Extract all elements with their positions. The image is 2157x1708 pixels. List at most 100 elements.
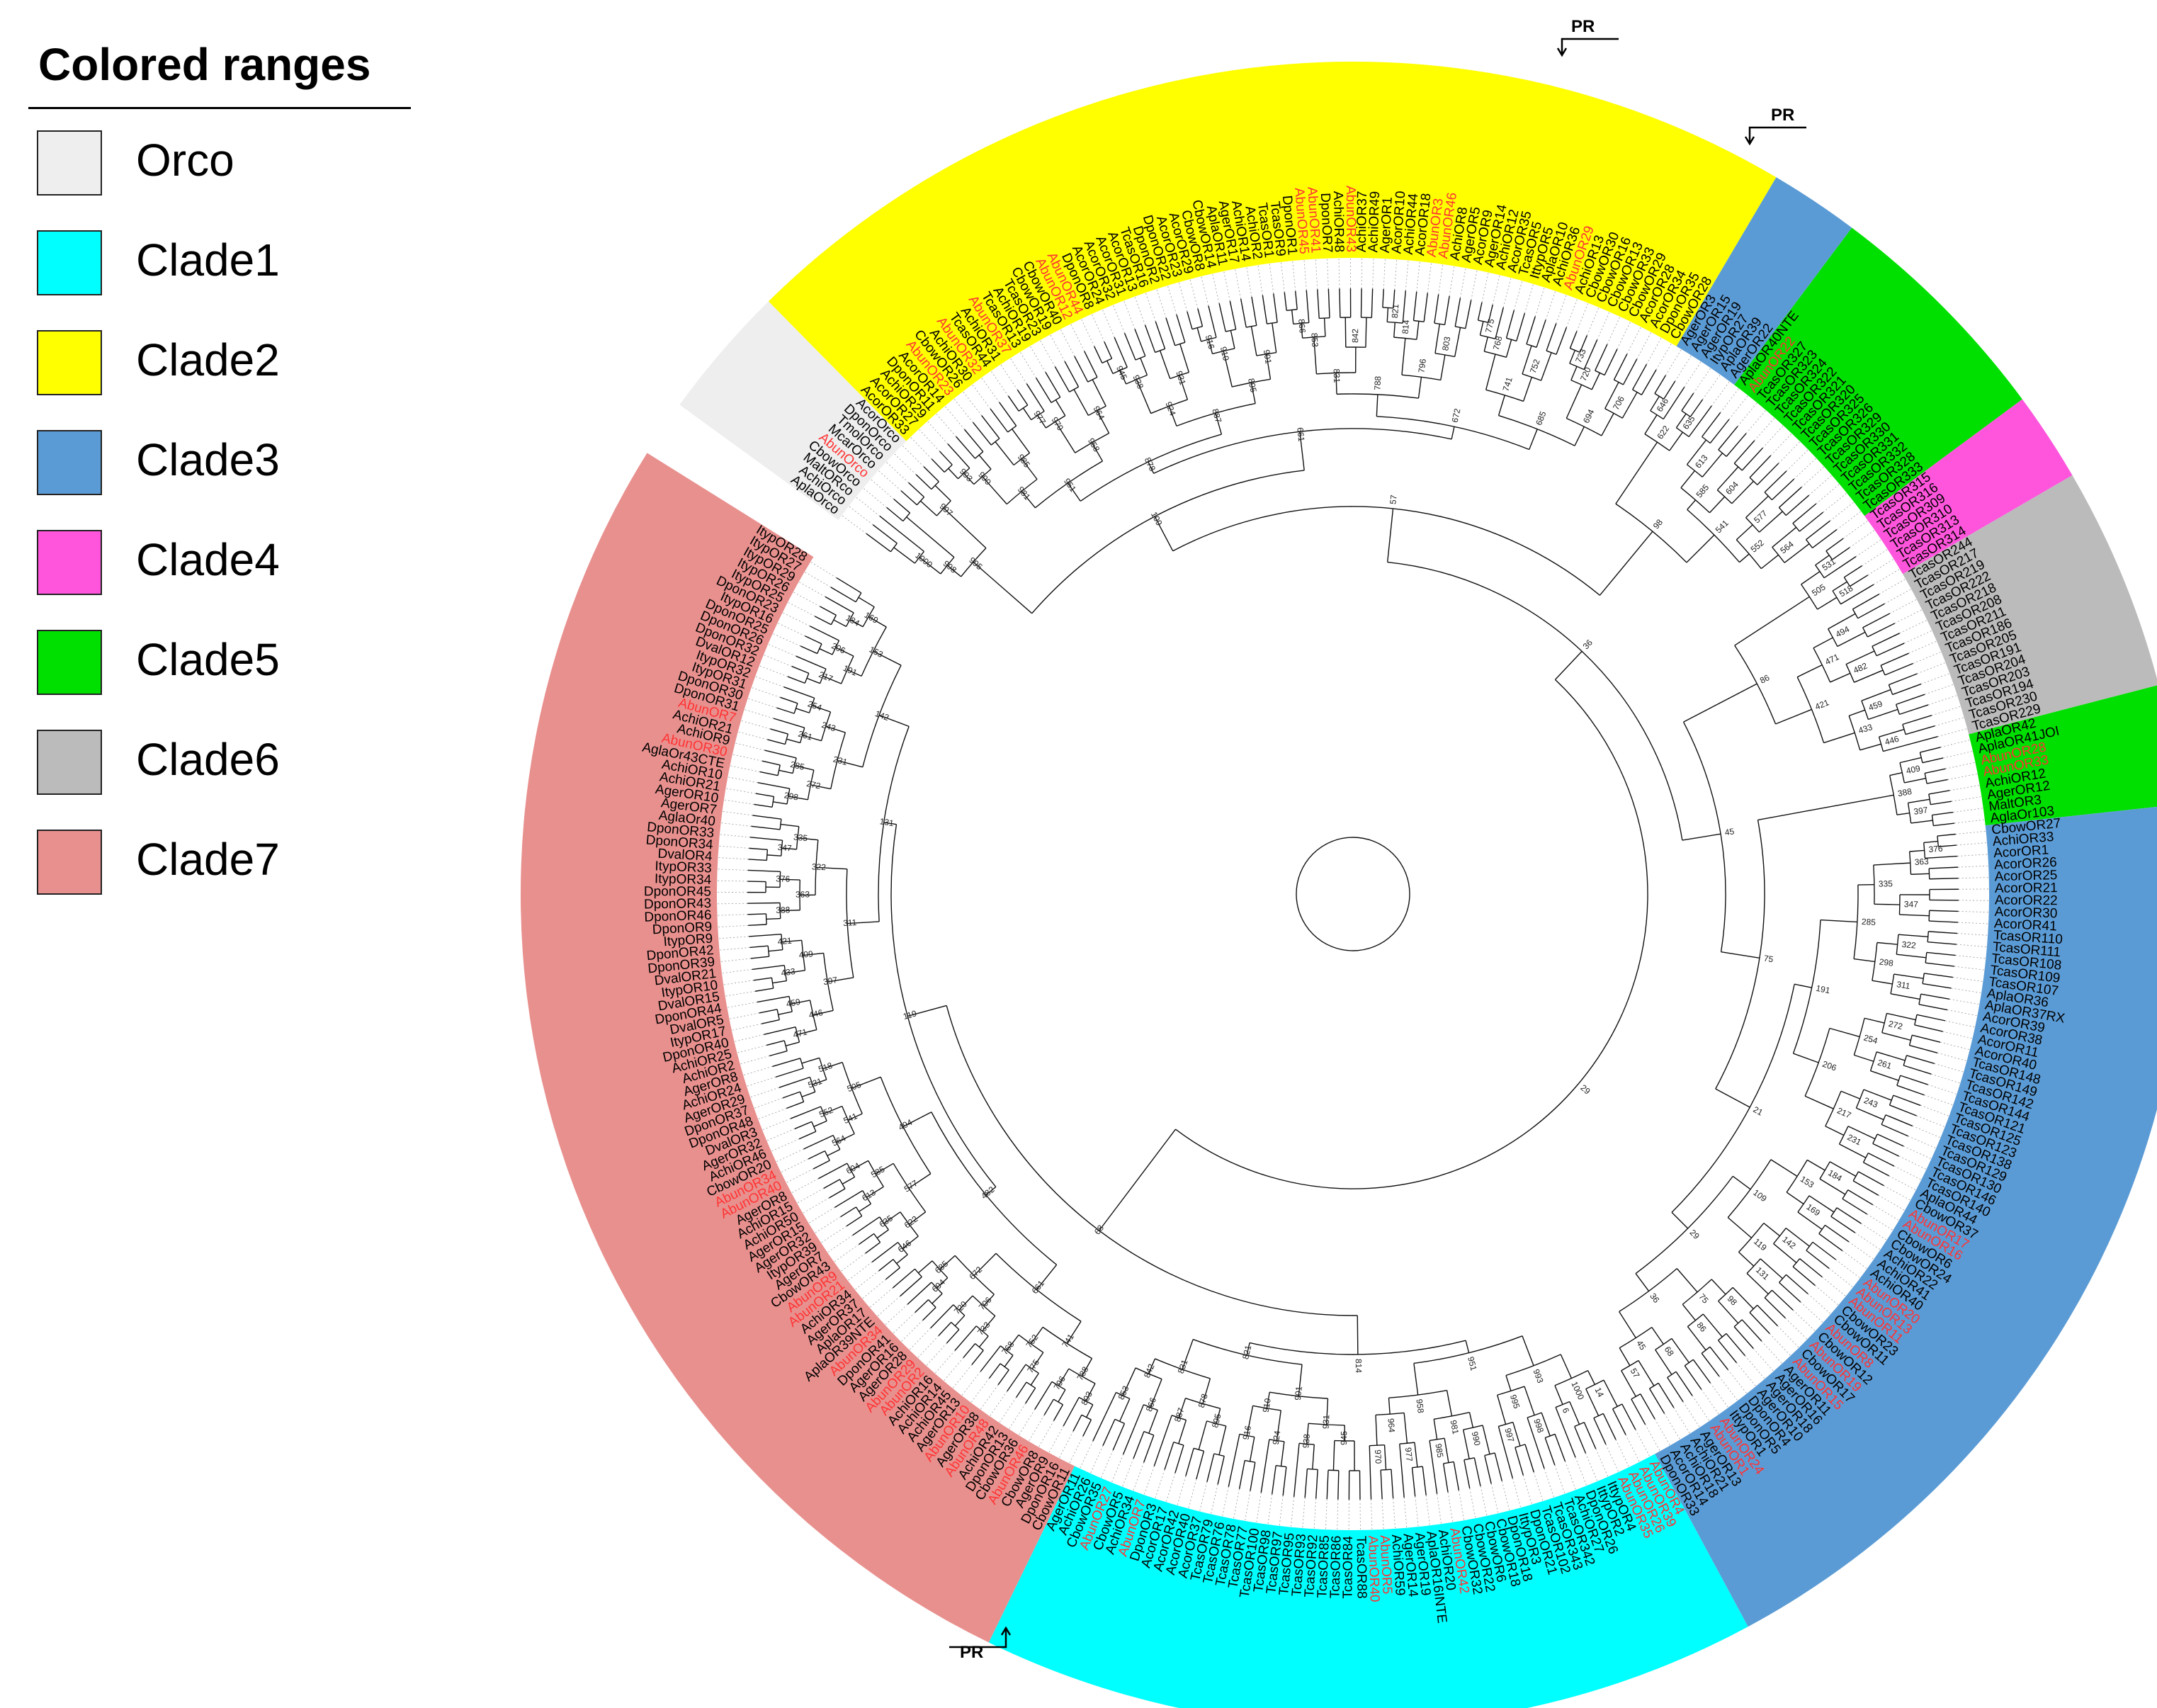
branch-arc [1031,470,1305,614]
clade-band-clade3 [1676,177,1852,385]
bootstrap-label: 541 [1714,518,1731,535]
branch-line [1102,1419,1116,1447]
branch-line [1638,1360,1655,1386]
branch-line [836,577,862,594]
leaf-leader [1394,259,1398,290]
branch-line [1579,335,1588,353]
branch-line [1106,360,1114,374]
leaf-leader [757,1108,787,1120]
branch-line [1840,584,1874,605]
branch-arc [1478,319,1489,324]
pr-label: PR [1771,106,1794,125]
bootstrap-label: 796 [1416,358,1428,373]
leaf-label: ItypOR34 [655,871,712,888]
leaf-leader [1155,1469,1165,1499]
branch-line [1812,528,1838,548]
bootstrap-label: 661 [1295,426,1306,442]
leaf-leader [1490,1483,1499,1514]
branch-line [1681,392,1694,412]
leaf-leader [1315,259,1318,290]
branch-line [1667,1377,1684,1403]
bootstrap-label: 685 [1534,409,1549,426]
branch-line [1411,1467,1416,1497]
branch-line [934,485,951,502]
branch-arc [1464,1457,1475,1461]
leaf-leader [1222,1486,1229,1517]
branch-line [1909,1044,1938,1053]
leaf-leader [1710,1383,1729,1408]
leaf-leader [893,453,917,475]
leaf-leader [1770,433,1792,456]
branch-arc [796,826,800,849]
branch-line [1867,623,1896,638]
branch-line [780,823,799,827]
branch-line [1082,1419,1092,1437]
bootstrap-label: 347 [1904,899,1919,909]
branch-line [859,1203,871,1212]
leaf-leader [1761,1340,1783,1364]
legend-label: Clade5 [136,634,280,686]
bootstrap-label: 931 [1321,1414,1332,1429]
branch-line [1251,296,1257,326]
leaf-leader [1830,502,1855,521]
branch-arc [873,1233,881,1243]
leaf-leader [827,1235,853,1253]
branch-arc [1566,417,1602,436]
branch-line [810,784,831,790]
branch-line [782,1091,800,1099]
branch-line [1702,1313,1723,1337]
branch-line [1852,593,1880,610]
branch-arc [1173,1441,1184,1446]
leaf-label: AcorOR41 [1994,916,2058,934]
branch-line [1836,1207,1862,1224]
branch-line [1879,728,1905,737]
branch-line [1829,1027,1860,1038]
bootstrap-label: 916 [1241,1425,1254,1441]
branch-line [1249,1437,1255,1462]
leaf-leader [1957,842,1988,846]
bootstrap-label: 945 [1339,1430,1349,1445]
branch-line [1401,338,1406,375]
branch-line [1806,1250,1830,1269]
branch-line [1820,919,1857,923]
leaf-leader [1587,307,1600,336]
bootstrap-label: 866 [1296,319,1308,334]
branch-line [812,1079,827,1085]
bootstrap-label: 997 [1502,1427,1516,1443]
branch-line [1804,1095,1834,1109]
clade-band-clade6 [1903,475,2157,735]
bootstrap-label: 1000 [1569,1380,1586,1401]
branch-line [827,977,854,983]
leaf-leader [782,612,810,627]
branch-line [915,1299,929,1313]
legend-swatch [37,430,102,496]
branch-line [902,1235,919,1249]
branch-line [1884,662,1913,676]
branch-line [1148,1358,1156,1374]
branch-arc [931,1112,1058,1265]
branch-line [1886,1012,1916,1021]
branch-line [1037,415,1047,429]
branch-line [1825,1126,1845,1136]
branch-arc [1175,679,1648,1189]
branch-line [972,422,992,446]
bootstrap-label: 119 [902,1008,917,1022]
branch-line [1731,480,1754,504]
leaf-leader [1947,773,1978,780]
branch-arc [1336,393,1419,399]
leaf-leader [1957,854,1988,856]
branch-line [1848,709,1865,717]
branch-line [1711,1279,1726,1295]
branch-arc [832,640,840,655]
branch-arc [1595,370,1605,376]
branch-line [820,606,837,616]
leaf-leader [1917,662,1946,674]
leaf-leader [1745,409,1767,434]
branch-line [1570,366,1578,380]
leaf-leader [1719,1376,1738,1401]
branch-line [1462,1430,1470,1459]
branch-line [1144,324,1156,353]
branch-line [1021,458,1038,480]
branch-line [1675,1371,1693,1396]
branch-arc [781,840,783,856]
